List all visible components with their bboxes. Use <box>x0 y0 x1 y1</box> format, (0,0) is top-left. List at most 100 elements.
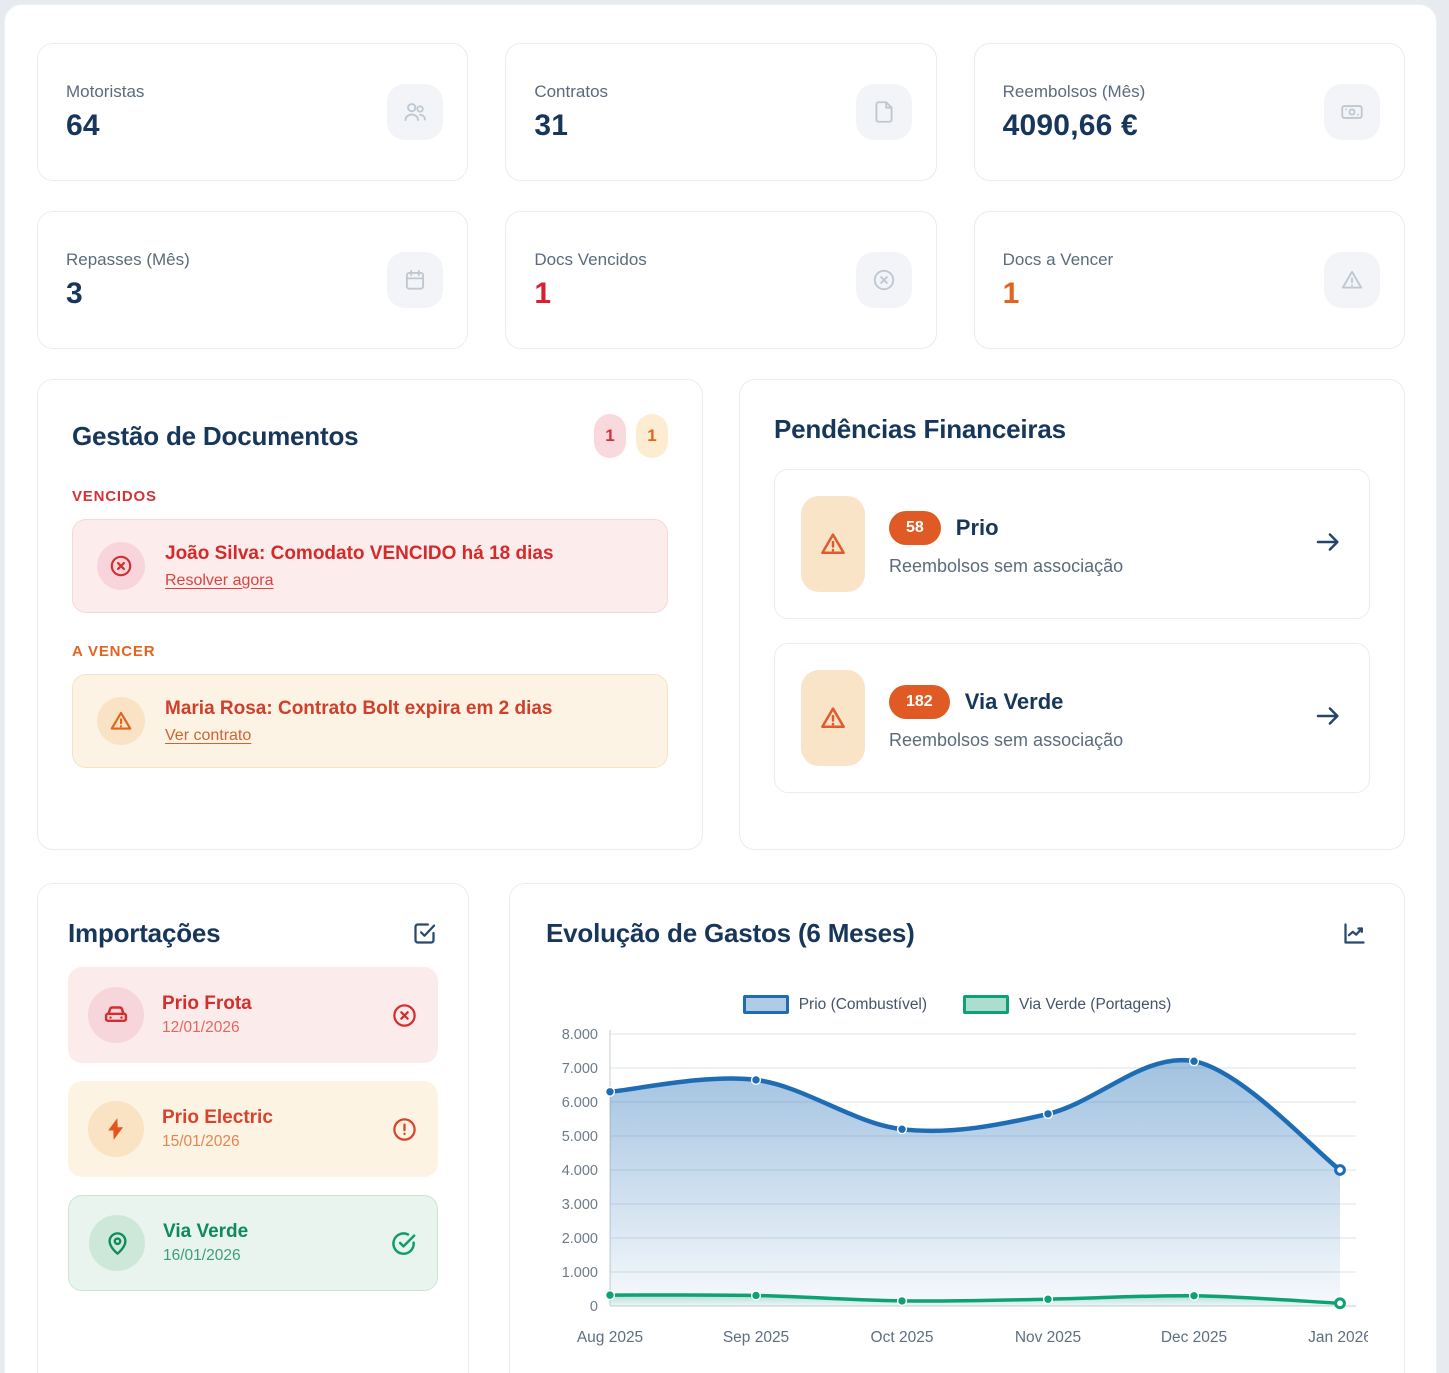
import-item-content: Via Verde 16/01/2026 <box>163 1221 248 1265</box>
svg-text:Jan 2026: Jan 2026 <box>1308 1329 1368 1346</box>
svg-text:5.000: 5.000 <box>562 1129 598 1145</box>
arrow-right-icon[interactable] <box>1313 527 1343 562</box>
view-contract-link[interactable]: Ver contrato <box>165 726 252 744</box>
check-square-icon[interactable] <box>411 920 438 947</box>
expiring-alert-content: Maria Rosa: Contrato Bolt expira em 2 di… <box>165 698 553 745</box>
import-date: 12/01/2026 <box>162 1019 240 1036</box>
import-name: Prio Electric <box>162 1107 273 1128</box>
page-title-documents: Gestão de Documentos <box>72 420 359 451</box>
page-title-imports: Importações <box>68 918 221 948</box>
count-pill: 182 <box>889 685 950 719</box>
stat-value: 1 <box>1002 276 1020 310</box>
pending-description: Reembolsos sem associação <box>889 556 1124 576</box>
stat-label: Contratos <box>534 81 609 101</box>
stat-card-motoristas: Motoristas 64 <box>37 43 469 181</box>
import-item-via-verde[interactable]: Via Verde 16/01/2026 <box>68 1195 438 1291</box>
stat-value: 64 <box>66 108 100 142</box>
import-item-prio-electric[interactable]: Prio Electric 15/01/2026 <box>68 1081 438 1177</box>
stats-grid: Motoristas 64 Contratos 31 Reembolsos (M… <box>37 43 1405 349</box>
x-circle-icon <box>391 1002 418 1029</box>
import-item-prio-frota[interactable]: Prio Frota 12/01/2026 <box>68 967 438 1063</box>
import-name: Prio Frota <box>162 993 252 1014</box>
section-label-a-vencer: A VENCER <box>72 643 156 660</box>
financial-panel: Pendências Financeiras 58 Prio Reembolso… <box>739 379 1405 850</box>
stat-label: Docs a Vencer <box>1002 249 1114 269</box>
import-name: Via Verde <box>163 1221 249 1242</box>
legend-label: Prio (Combustível) <box>798 995 928 1013</box>
alert-circle-icon <box>391 1116 418 1143</box>
expired-alert-message: João Silva: Comodato VENCIDO há 18 dias <box>165 542 554 564</box>
resolve-now-link[interactable]: Resolver agora <box>165 571 274 589</box>
file-icon <box>855 84 912 140</box>
users-icon <box>387 84 444 140</box>
stat-value: 3 <box>66 276 83 310</box>
stat-value: 1 <box>534 276 552 310</box>
svg-text:4.000: 4.000 <box>562 1163 598 1179</box>
pending-card-prio[interactable]: 58 Prio Reembolsos sem associação <box>774 469 1370 619</box>
chart-legend: Prio (Combustível) Via Verde (Portagens) <box>546 995 1368 1014</box>
alert-triangle-icon <box>801 496 865 592</box>
stat-card-reembolsos: Reembolsos (Mês) 4090,66 € <box>973 43 1405 181</box>
stat-card-docs-vencidos: Docs Vencidos 1 <box>505 211 937 349</box>
documents-panel-header: Gestão de Documentos 1 1 <box>72 414 668 458</box>
section-label-vencidos: VENCIDOS <box>72 488 157 505</box>
chart-panel-header: Evolução de Gastos (6 Meses) <box>546 918 1368 949</box>
expired-count-badge: 1 <box>594 414 626 458</box>
expired-alert-content: João Silva: Comodato VENCIDO há 18 dias … <box>165 543 554 590</box>
spend-chart-panel: Evolução de Gastos (6 Meses) Prio (Combu… <box>509 883 1405 1373</box>
stat-label: Repasses (Mês) <box>66 249 190 269</box>
svg-text:Oct 2025: Oct 2025 <box>871 1329 934 1346</box>
svg-text:7.000: 7.000 <box>562 1061 598 1077</box>
documents-badges: 1 1 <box>594 414 668 458</box>
import-item-content: Prio Frota 12/01/2026 <box>162 993 252 1037</box>
svg-text:Sep 2025: Sep 2025 <box>723 1329 789 1346</box>
stat-card-repasses: Repasses (Mês) 3 <box>37 211 469 349</box>
alert-triangle-icon <box>97 697 145 745</box>
calendar-icon <box>387 252 444 308</box>
legend-item-0[interactable]: Prio (Combustível) <box>742 995 928 1014</box>
svg-text:Nov 2025: Nov 2025 <box>1015 1329 1081 1346</box>
legend-swatch <box>963 995 1010 1014</box>
import-date: 16/01/2026 <box>163 1247 241 1264</box>
car-icon <box>88 987 144 1043</box>
svg-text:Dec 2025: Dec 2025 <box>1161 1329 1227 1346</box>
pending-card-content: 58 Prio Reembolsos sem associação <box>889 511 1289 577</box>
bottom-grid: Importações Prio Frota 12/01/2026 <box>37 883 1405 1373</box>
pending-card-via-verde[interactable]: 182 Via Verde Reembolsos sem associação <box>774 643 1370 793</box>
map-pin-icon <box>89 1215 145 1271</box>
spend-chart: 0 1.000 2.000 3.000 4.000 5.000 6.000 7.000 8.00… <box>546 1022 1372 1367</box>
pending-card-content: 182 Via Verde Reembolsos sem associação <box>889 685 1289 751</box>
stat-label: Docs Vencidos <box>534 249 647 269</box>
legend-item-1[interactable]: Via Verde (Portagens) <box>963 995 1171 1014</box>
check-circle-icon <box>390 1230 417 1257</box>
x-circle-icon <box>855 252 912 308</box>
svg-text:8.000: 8.000 <box>562 1027 598 1043</box>
x-circle-icon <box>97 542 145 590</box>
stat-card-docs-a-vencer: Docs a Vencer 1 <box>973 211 1405 349</box>
legend-swatch <box>742 995 789 1014</box>
documents-panel: Gestão de Documentos 1 1 VENCIDOS João S… <box>37 379 703 850</box>
legend-label: Via Verde (Portagens) <box>1019 995 1172 1013</box>
import-item-content: Prio Electric 15/01/2026 <box>162 1107 273 1151</box>
page-title-financial: Pendências Financeiras <box>774 414 1066 444</box>
svg-text:3.000: 3.000 <box>562 1197 598 1213</box>
stat-value: 4090,66 € <box>1002 108 1138 142</box>
panels-grid: Gestão de Documentos 1 1 VENCIDOS João S… <box>37 379 1405 850</box>
svg-text:Aug 2025: Aug 2025 <box>577 1329 643 1346</box>
stat-value: 31 <box>534 108 569 142</box>
page-title-chart: Evolução de Gastos (6 Meses) <box>546 918 915 948</box>
pending-name: Via Verde <box>964 689 1064 714</box>
line-chart-icon[interactable] <box>1341 920 1368 947</box>
expiring-count-badge: 1 <box>636 414 668 458</box>
dashboard-page: Motoristas 64 Contratos 31 Reembolsos (M… <box>4 4 1437 1373</box>
banknote-icon <box>1324 84 1380 140</box>
count-pill: 58 <box>889 511 941 545</box>
bolt-icon <box>88 1101 144 1157</box>
arrow-right-icon[interactable] <box>1313 701 1343 736</box>
pending-name: Prio <box>955 515 999 540</box>
svg-text:6.000: 6.000 <box>562 1095 598 1111</box>
imports-panel-header: Importações <box>68 918 438 949</box>
alert-triangle-icon <box>1324 252 1380 308</box>
pending-description: Reembolsos sem associação <box>889 730 1124 750</box>
financial-panel-header: Pendências Financeiras <box>774 414 1370 445</box>
